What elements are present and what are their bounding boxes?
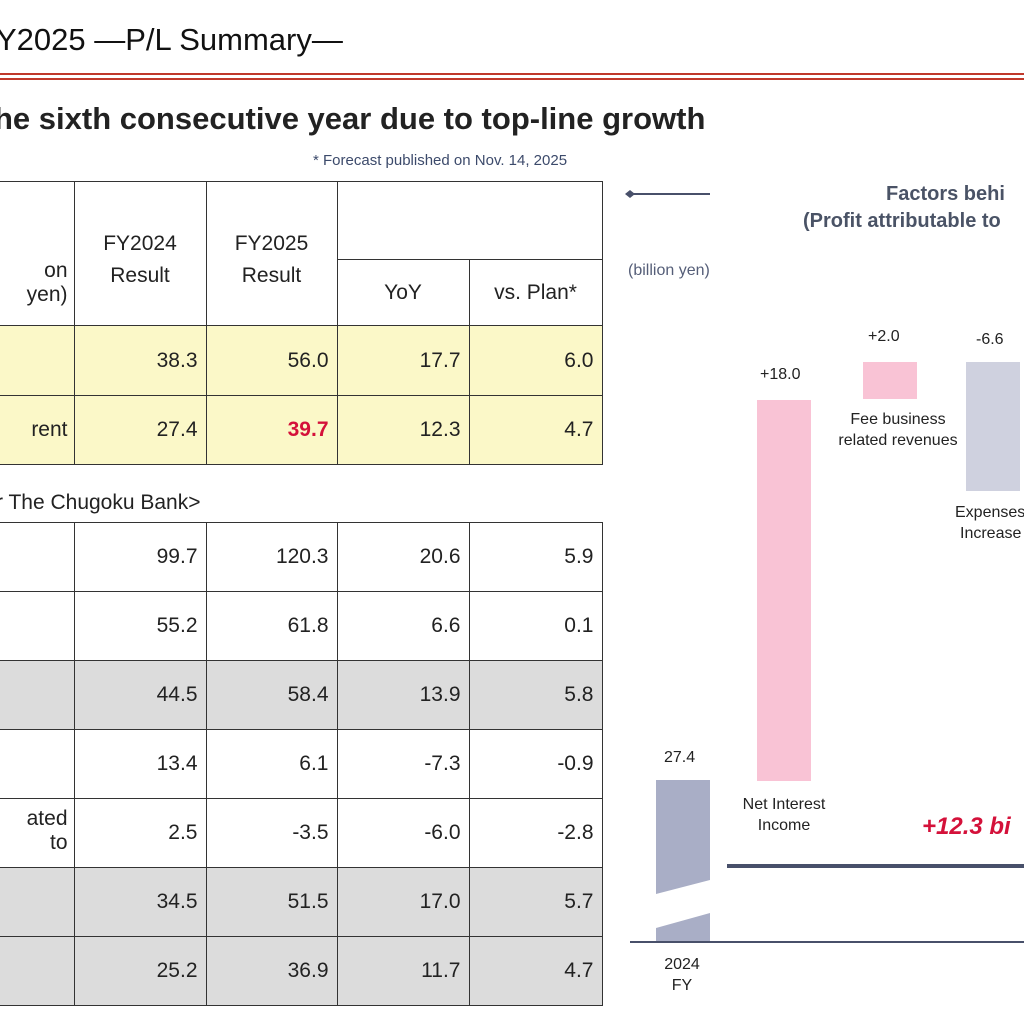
data-label-expenses: -6.6 [976, 331, 1004, 348]
total-change-label: +12.3 bi [922, 813, 1011, 840]
row-label [0, 325, 75, 396]
chugoku-bank-table: 99.7 120.3 20.6 5.9 55.2 61.8 6.6 0.1 44.5 58.4 13… [0, 522, 603, 1006]
col-header-fy2024: FY2024 Result [73, 181, 207, 326]
table-row: 99.7 120.3 20.6 5.9 [0, 522, 603, 592]
cell-yoy: 13.9 [336, 660, 470, 730]
cell-fy2024: 55.2 [73, 591, 207, 661]
cell-yoy: 17.7 [336, 325, 470, 396]
cell-fy2025: 120.3 [205, 522, 338, 592]
bar-fy2024-upper [656, 780, 710, 894]
bar-expenses-increase [966, 362, 1020, 491]
chart-unit: (billion yen) [628, 262, 710, 279]
cell-vs-plan: 4.7 [468, 936, 603, 1006]
row-label [0, 729, 75, 799]
cell-vs-plan: 5.8 [468, 660, 603, 730]
row-label: rent [0, 395, 75, 465]
header-rule-top [0, 73, 1024, 75]
data-label-fee-business: +2.0 [868, 328, 900, 345]
row-label [0, 936, 75, 1006]
cell-vs-plan: 5.9 [468, 522, 603, 592]
row-label [0, 867, 75, 937]
cell-vs-plan: 5.7 [468, 867, 603, 937]
cell-vs-plan: 4.7 [468, 395, 603, 465]
row-label: ated to [0, 798, 75, 868]
table-row: 13.4 6.1 -7.3 -0.9 [0, 729, 603, 799]
cell-fy2024: 2.5 [73, 798, 207, 868]
bar-fy2024-lower [656, 913, 710, 942]
category-label-fee-business: Fee business related revenues [838, 411, 958, 449]
cell-yoy: 17.0 [336, 867, 470, 937]
page-title: Y2025 —P/L Summary— [0, 22, 343, 57]
category-label-net-interest: Net Interest Income [742, 796, 826, 834]
cell-fy2025: 51.5 [205, 867, 338, 937]
cell-fy2025: 36.9 [205, 936, 338, 1006]
cell-yoy: -6.0 [336, 798, 470, 868]
cell-fy2024: 27.4 [73, 395, 207, 465]
table-row: 55.2 61.8 6.6 0.1 [0, 591, 603, 661]
cell-fy2025: 56.0 [205, 325, 338, 396]
table-row: 38.3 56.0 17.7 6.0 [0, 325, 603, 396]
cell-vs-plan: 0.1 [468, 591, 603, 661]
cell-yoy: -7.3 [336, 729, 470, 799]
row-label [0, 660, 75, 730]
unit-label: on yen) [0, 181, 75, 326]
cell-fy2024: 99.7 [73, 522, 207, 592]
cell-fy2025: 61.8 [205, 591, 338, 661]
waterfall-chart [625, 190, 1024, 943]
cell-fy2024: 38.3 [73, 325, 207, 396]
chart-subtitle: (Profit attributable to [803, 210, 1001, 232]
table-row: rent 27.4 39.7 12.3 4.7 [0, 395, 603, 465]
cell-fy2024: 44.5 [73, 660, 207, 730]
cell-fy2024: 34.5 [73, 867, 207, 937]
cell-yoy: 6.6 [336, 591, 470, 661]
table-row: 25.2 36.9 11.7 4.7 [0, 936, 603, 1006]
category-label-expenses: Expenses Increase [955, 504, 1024, 542]
forecast-footnote: * Forecast published on Nov. 14, 2025 [313, 152, 568, 169]
col-header-vs-plan: vs. Plan* [468, 259, 603, 326]
col-header-change-group [336, 181, 603, 260]
data-label-fy2024: 27.4 [664, 749, 696, 766]
header-rule-bottom [0, 78, 1024, 80]
cell-vs-plan: 6.0 [468, 325, 603, 396]
cell-fy2024: 13.4 [73, 729, 207, 799]
category-label-fy2024: 2024 FY [664, 956, 700, 994]
pl-summary-table: on yen) FY2024 Result FY2025 Result YoY vs… [0, 181, 603, 465]
cell-fy2024: 25.2 [73, 936, 207, 1006]
table-row: 34.5 51.5 17.0 5.7 [0, 867, 603, 937]
cell-fy2025: 58.4 [205, 660, 338, 730]
section-label: r The Chugoku Bank> [0, 491, 201, 514]
cell-yoy: 11.7 [336, 936, 470, 1006]
bar-net-interest-income [757, 400, 811, 781]
cell-fy2025: 6.1 [205, 729, 338, 799]
table-row: ated to 2.5 -3.5 -6.0 -2.8 [0, 798, 603, 868]
cell-fy2025: -3.5 [205, 798, 338, 868]
bar-fee-business [863, 362, 917, 399]
row-label [0, 591, 75, 661]
row-label [0, 522, 75, 592]
table-row: 44.5 58.4 13.9 5.8 [0, 660, 603, 730]
legend-marker [625, 190, 710, 198]
cell-yoy: 20.6 [336, 522, 470, 592]
data-label-net-interest: +18.0 [760, 366, 801, 383]
cell-vs-plan: -2.8 [468, 798, 603, 868]
page-subtitle: he sixth consecutive year due to top-lin… [0, 101, 706, 136]
col-header-yoy: YoY [336, 259, 470, 326]
cell-fy2025-highlight: 39.7 [205, 395, 338, 465]
cell-yoy: 12.3 [336, 395, 470, 465]
col-header-fy2025: FY2025 Result [205, 181, 338, 326]
cell-vs-plan: -0.9 [468, 729, 603, 799]
chart-title: Factors behi [886, 183, 1005, 205]
